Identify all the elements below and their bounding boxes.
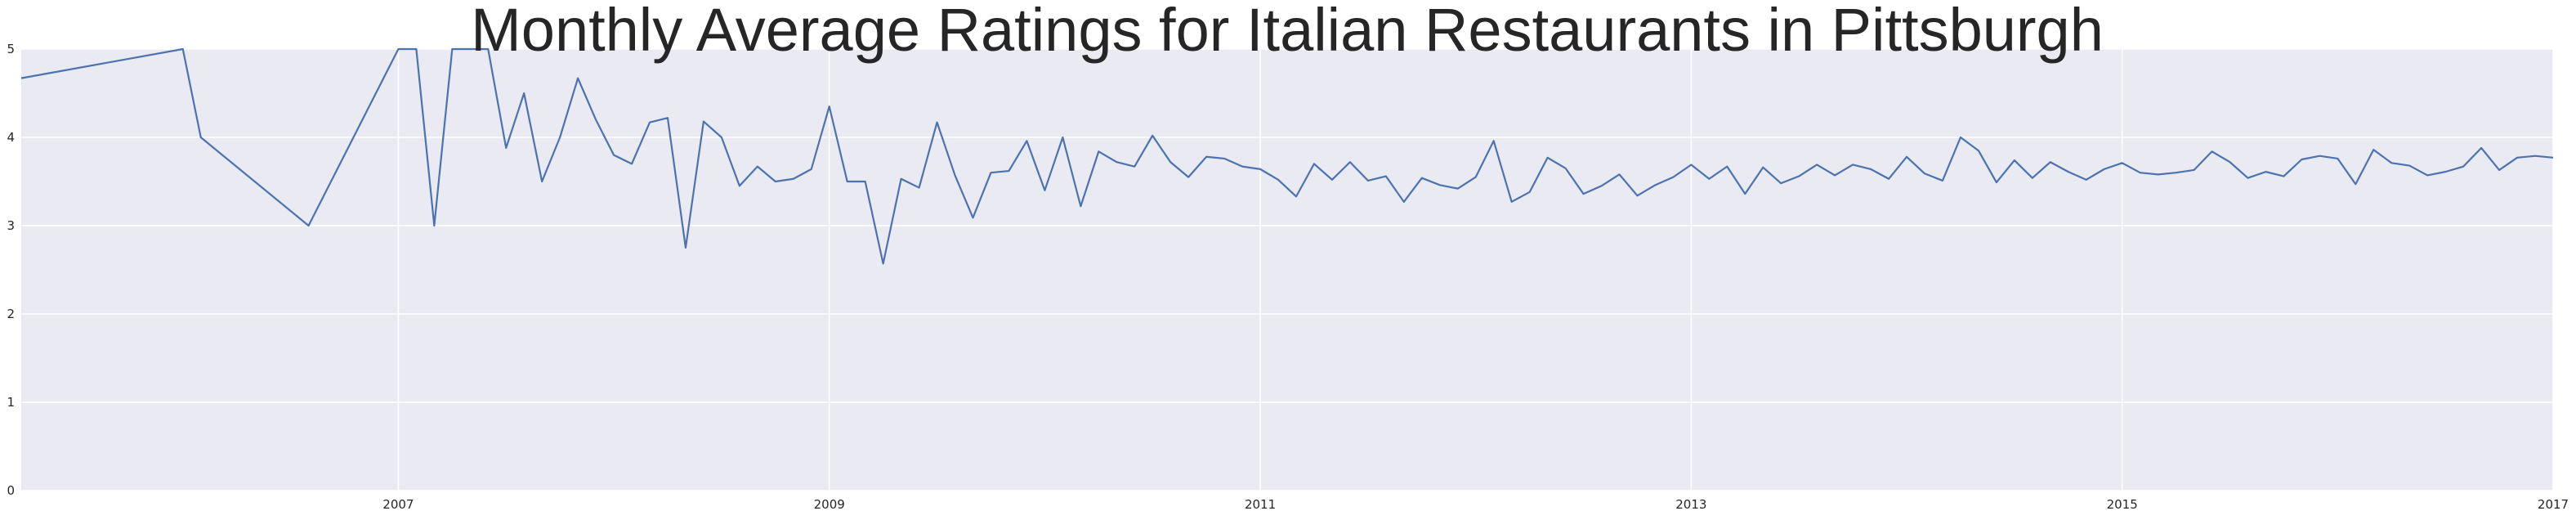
x-tick-label: 2013 [1675, 497, 1706, 512]
x-tick-label: 2015 [2107, 497, 2138, 512]
y-axis-ticks: 0 1 2 3 4 5 [7, 42, 15, 498]
chart-title: Monthly Average Ratings for Italian Rest… [471, 0, 2104, 64]
x-tick-label: 2007 [382, 497, 414, 512]
y-tick-label: 0 [7, 483, 15, 498]
plot-background [21, 49, 2553, 491]
x-axis-ticks: 2007 2009 2011 2013 2015 2017 [382, 497, 2569, 512]
x-tick-label: 2009 [814, 497, 845, 512]
y-tick-label: 2 [7, 307, 15, 321]
y-tick-label: 5 [7, 42, 15, 56]
x-tick-label: 2017 [2538, 497, 2569, 512]
y-tick-label: 4 [7, 130, 15, 145]
series-layer [20, 47, 2554, 265]
y-tick-label: 1 [7, 395, 15, 410]
y-tick-label: 3 [7, 218, 15, 233]
series-line [20, 47, 2554, 265]
x-tick-label: 2011 [1245, 497, 1276, 512]
